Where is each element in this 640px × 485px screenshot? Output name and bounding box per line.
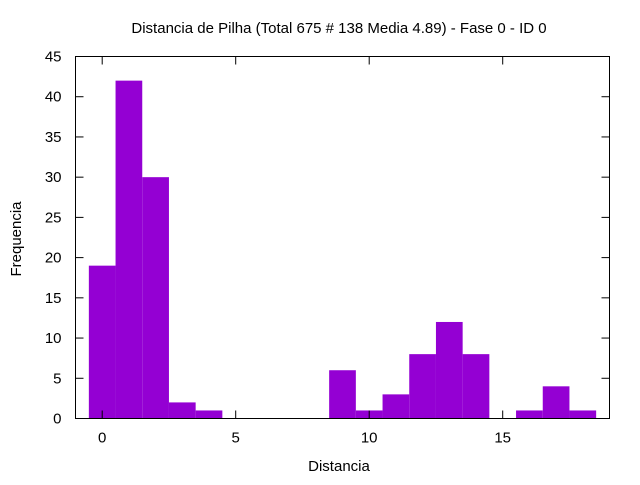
histogram-bar xyxy=(462,354,490,419)
histogram-bar xyxy=(569,410,597,419)
bars-layer xyxy=(88,80,597,419)
y-tick-label: 30 xyxy=(45,169,62,186)
histogram-bar xyxy=(516,410,543,419)
plot-frame xyxy=(75,56,610,419)
histogram-bar xyxy=(88,265,116,419)
x-tick-label: 15 xyxy=(494,430,511,447)
y-tick-label: 45 xyxy=(45,49,62,66)
y-tick-label: 10 xyxy=(45,330,62,347)
histogram-bar xyxy=(168,402,196,419)
histogram-bar xyxy=(195,410,223,419)
histogram-bar xyxy=(435,321,463,419)
y-tick-label: 40 xyxy=(45,89,62,106)
histogram-bar xyxy=(409,354,436,419)
y-tick-label: 35 xyxy=(45,129,62,146)
x-tick-label: 5 xyxy=(232,430,240,447)
y-tick-label: 20 xyxy=(45,250,62,267)
y-axis-label: Frequencia xyxy=(8,201,25,277)
histogram-bar xyxy=(542,386,570,419)
histogram-bar xyxy=(329,370,356,419)
y-tick-label: 5 xyxy=(53,370,61,387)
histogram-bar xyxy=(142,177,169,419)
x-tick-label: 0 xyxy=(98,430,106,447)
x-tick-label: 10 xyxy=(361,430,378,447)
y-tick-label: 15 xyxy=(45,290,62,307)
y-tick-label: 25 xyxy=(45,209,62,226)
histogram-bar xyxy=(115,80,143,419)
chart-title: Distancia de Pilha (Total 675 # 138 Medi… xyxy=(131,20,546,37)
histogram-bar xyxy=(382,394,410,419)
ticks-layer: 0 5 10 15 20 25 30 35 40 45 0 5 10 15 xyxy=(45,49,610,447)
x-axis-label: Distancia xyxy=(308,458,370,475)
y-tick-label: 0 xyxy=(53,411,61,428)
